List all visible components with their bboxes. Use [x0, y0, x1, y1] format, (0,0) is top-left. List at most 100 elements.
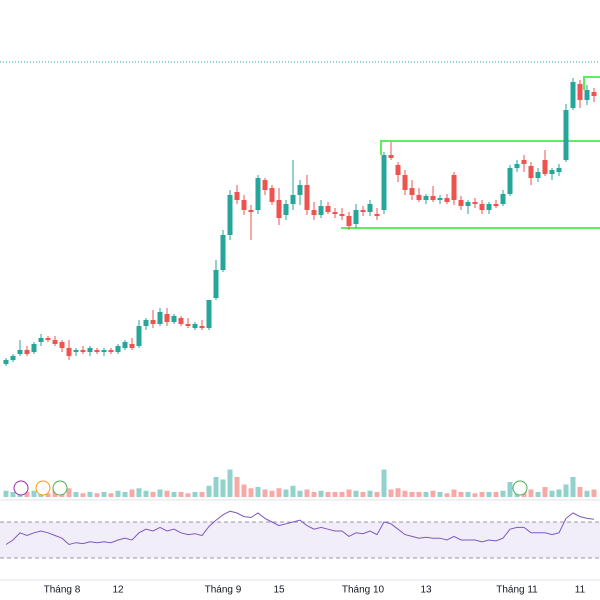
x-tick-label: 11 [575, 585, 586, 596]
candle-body [206, 300, 212, 328]
candle-body [171, 316, 177, 322]
candle-body [402, 175, 408, 190]
volume-bar [360, 492, 366, 497]
candle-body [199, 326, 205, 328]
candle-body [353, 210, 359, 224]
candle-body [17, 350, 23, 354]
event-marker[interactable] [13, 480, 29, 496]
candle-body [325, 206, 331, 212]
volume-bar [66, 488, 72, 497]
x-tick-label: 13 [420, 585, 432, 596]
candle-body [290, 195, 296, 204]
volume-bar [213, 477, 219, 497]
volume-bar [556, 489, 562, 497]
event-marker[interactable] [512, 480, 528, 496]
candle-body [584, 90, 590, 100]
candle-body [73, 350, 79, 352]
candle-body [101, 350, 107, 352]
volume-bar [493, 492, 499, 497]
volume-bar [521, 492, 527, 497]
volume-bar [304, 489, 310, 497]
candle-body [269, 188, 275, 202]
event-marker[interactable] [35, 480, 51, 496]
candle-body [570, 82, 576, 108]
candle-body [248, 210, 254, 212]
volume-bar [73, 492, 79, 497]
candle-body [241, 200, 247, 210]
candle-body [346, 216, 352, 226]
x-tick-label: Tháng 10 [342, 585, 385, 596]
volume-bar [437, 492, 443, 497]
volume-bar [346, 489, 352, 497]
x-tick-label: 15 [273, 585, 285, 596]
candle-body [115, 346, 121, 352]
candle-body [437, 198, 443, 200]
candle-body [185, 324, 191, 326]
volume-bar [325, 492, 331, 497]
volume-bar [388, 489, 394, 497]
candle-body [535, 172, 541, 178]
volume-bar [430, 490, 436, 497]
candle-body [563, 110, 569, 160]
candle-body [304, 185, 310, 210]
volume-bar [374, 492, 380, 497]
volume-bar [542, 487, 548, 497]
candle-body [395, 165, 401, 175]
volume-bar [409, 492, 415, 497]
volume-bar [255, 487, 261, 497]
volume-bar [122, 492, 128, 497]
volume-bar [563, 484, 569, 497]
volume-bar [157, 489, 163, 497]
volume-bar [199, 492, 205, 497]
volume-bar [318, 490, 324, 497]
candle-body [213, 270, 219, 298]
volume-bar [297, 490, 303, 497]
candle-body [262, 180, 268, 190]
candle-body [87, 348, 93, 352]
candle-body [122, 342, 128, 348]
candle-body [24, 350, 30, 354]
candle-body [192, 324, 198, 328]
volume-bar [171, 492, 177, 497]
volume-bar [262, 489, 268, 497]
event-marker[interactable] [52, 480, 68, 496]
volume-bar [45, 493, 51, 497]
candle-body [164, 314, 170, 322]
candle-body [514, 164, 520, 168]
candle-body [297, 185, 303, 195]
candle-body [542, 160, 548, 174]
volume-bar [269, 490, 275, 497]
volume-bar [164, 490, 170, 497]
volume-bar [402, 490, 408, 497]
volume-bar [444, 493, 450, 497]
candle-body [374, 214, 380, 216]
candle-body [500, 194, 506, 204]
candle-body [388, 155, 394, 158]
candle-body [486, 204, 492, 210]
volume-bar [206, 485, 212, 497]
x-tick-label: 12 [112, 585, 124, 596]
candle-body [577, 84, 583, 100]
candle-body [143, 320, 149, 326]
candle-body [150, 320, 156, 324]
candle-body [318, 206, 324, 215]
volume-bar [486, 492, 492, 497]
candle-body [409, 188, 415, 195]
volume-bar [220, 479, 226, 497]
range-top [380, 140, 600, 155]
candle-body [339, 214, 345, 216]
candle-body [276, 200, 282, 218]
volume-bar [395, 488, 401, 497]
candle-body [507, 168, 513, 194]
volume-bar [479, 492, 485, 497]
volume-bar [143, 490, 149, 497]
range-top-2 [583, 76, 600, 90]
volume-bar [94, 493, 100, 497]
candle-body [591, 92, 597, 96]
volume-bar [570, 477, 576, 497]
candle-body [332, 212, 338, 214]
volume-bar [549, 490, 555, 497]
volume-bar [584, 490, 590, 497]
volume-bar [290, 485, 296, 497]
candle-body [521, 160, 527, 164]
